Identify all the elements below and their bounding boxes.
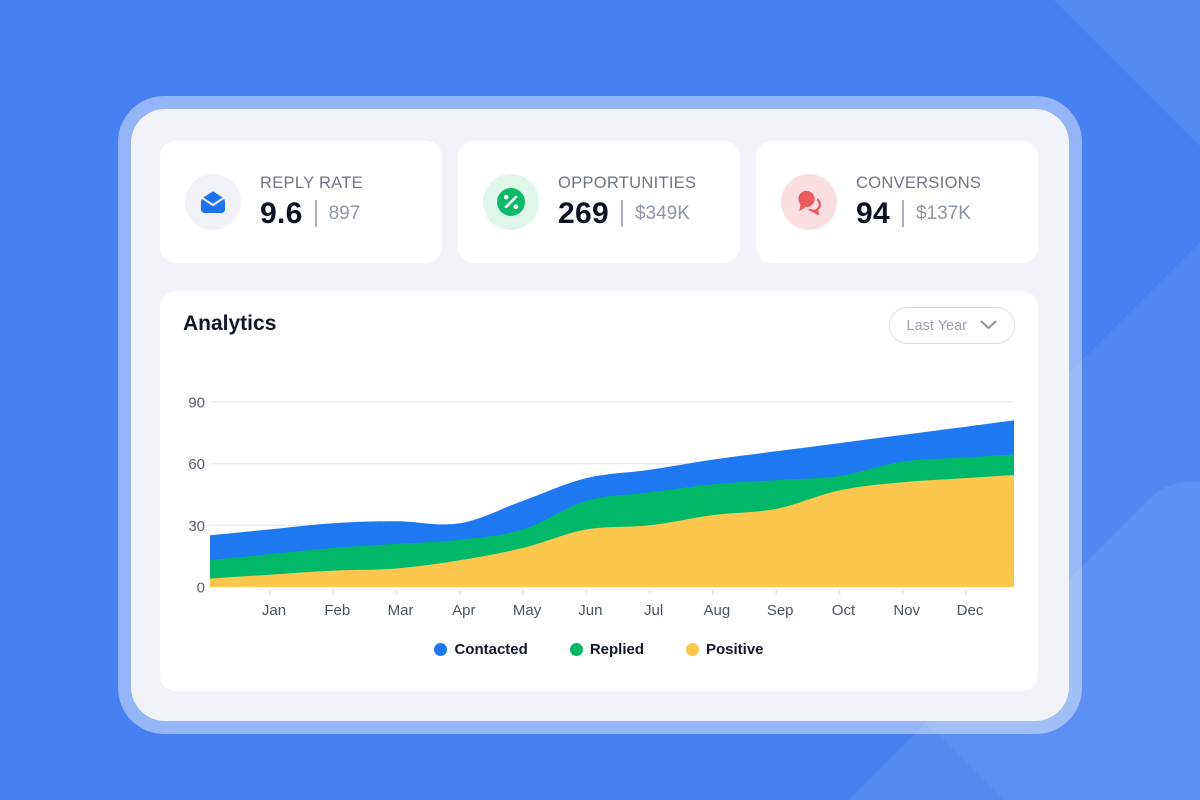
stat-divider	[620, 200, 623, 227]
svg-text:Aug: Aug	[704, 602, 731, 619]
svg-text:Jan: Jan	[262, 602, 286, 619]
chevron-down-icon	[980, 318, 997, 333]
legend-item-contacted: Contacted	[434, 641, 528, 658]
legend-label: Positive	[706, 641, 764, 658]
period-dropdown[interactable]: Last Year	[888, 307, 1015, 344]
stat-label: CONVERSIONS	[856, 173, 982, 192]
legend-dot-positive	[686, 643, 699, 656]
svg-text:Feb: Feb	[324, 602, 350, 619]
svg-text:30: 30	[188, 518, 205, 535]
legend-item-positive: Positive	[686, 641, 764, 658]
svg-text:Jun: Jun	[578, 602, 602, 619]
stat-value: 94	[856, 196, 890, 230]
percent-icon	[483, 174, 539, 230]
legend-item-replied: Replied	[569, 641, 644, 658]
period-dropdown-value: Last Year	[906, 317, 967, 334]
legend-label: Replied	[589, 641, 644, 658]
chart-legend: Contacted Replied Positive	[160, 641, 1038, 658]
svg-text:Jul: Jul	[644, 602, 663, 619]
chat-bubbles-icon	[781, 174, 837, 230]
stat-card-reply-rate: REPLY RATE 9.6 897	[160, 141, 442, 263]
svg-text:Oct: Oct	[832, 602, 856, 619]
svg-text:0: 0	[197, 580, 205, 597]
stat-value: 269	[558, 196, 609, 230]
svg-text:60: 60	[188, 456, 205, 473]
stat-secondary-value: $137K	[915, 202, 971, 224]
stat-divider	[314, 200, 317, 227]
legend-dot-replied	[569, 643, 583, 656]
legend-dot-contacted	[434, 643, 448, 656]
analytics-title: Analytics	[183, 312, 277, 335]
analytics-card: Analytics Last Year 0 30 60 90 Jan Feb Mar Apr M…	[160, 291, 1038, 691]
stat-card-opportunities: OPPORTUNITIES 269 $349K	[458, 141, 740, 263]
stat-divider	[901, 200, 904, 227]
stat-label: OPPORTUNITIES	[558, 173, 697, 192]
svg-text:Nov: Nov	[893, 602, 920, 619]
svg-text:Sep: Sep	[767, 602, 794, 619]
svg-text:Mar: Mar	[388, 602, 414, 619]
svg-text:May: May	[513, 602, 542, 619]
svg-text:90: 90	[188, 395, 205, 412]
envelope-icon	[185, 174, 241, 230]
stat-secondary-value: $349K	[634, 202, 690, 224]
svg-text:Dec: Dec	[957, 602, 984, 619]
stat-secondary-value: 897	[328, 202, 361, 224]
legend-label: Contacted	[454, 641, 528, 658]
analytics-area-chart: 0 30 60 90 Jan Feb Mar Apr May Jun Jul Aug Sep Oct Nov…	[188, 395, 1014, 619]
stat-value: 9.6	[260, 196, 303, 230]
stat-card-conversions: CONVERSIONS 94 $137K	[756, 141, 1038, 263]
stats-row: REPLY RATE 9.6 897 OPPORTUNITIES	[160, 141, 1038, 263]
svg-text:Apr: Apr	[452, 602, 475, 619]
stat-label: REPLY RATE	[260, 173, 363, 192]
